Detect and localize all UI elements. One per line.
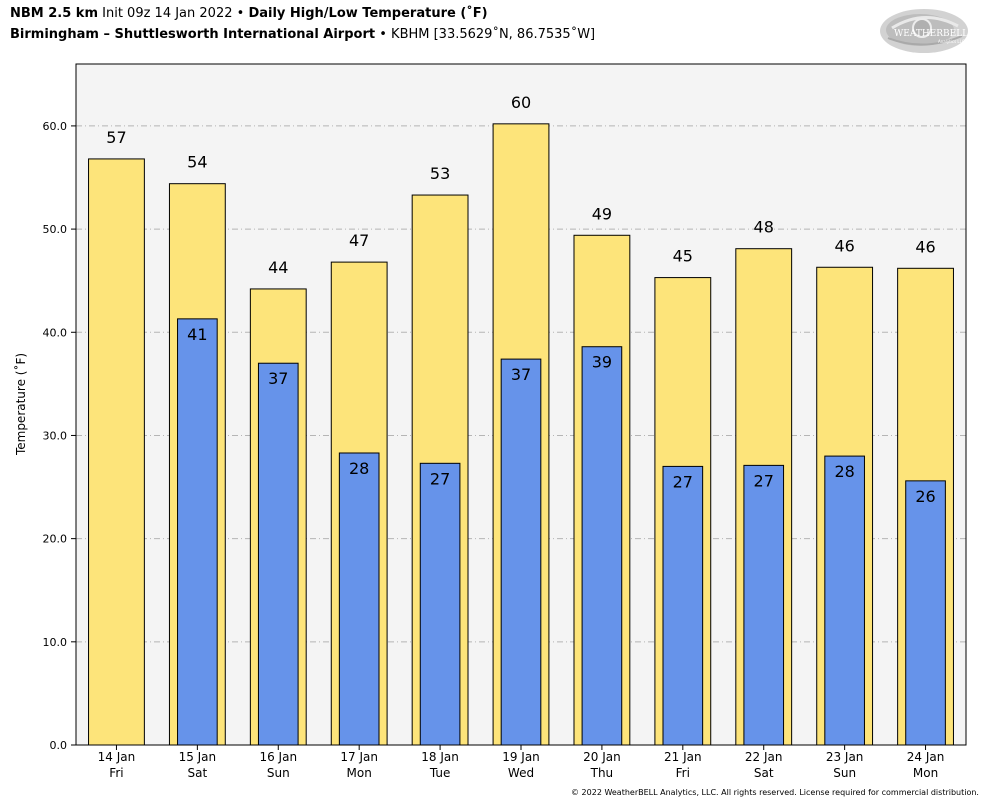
y-tick-label: 60.0: [43, 120, 68, 133]
high-temp-label: 44: [268, 258, 288, 277]
low-temp-label: 37: [511, 365, 531, 384]
data-labels: 57 54 41 44 37 47 28 53 27 60 37 49 39 45 27 48 27 46 28 46…: [106, 93, 935, 506]
x-tick-label-weekday: Sun: [833, 766, 856, 780]
x-tick-label-weekday: Thu: [590, 766, 614, 780]
y-tick-label: 10.0: [43, 636, 68, 649]
low-temp-bar: [743, 464, 785, 746]
high-temp-label: 45: [673, 247, 693, 266]
station-details: KBHM [33.5629˚N, 86.7535˚W]: [391, 27, 596, 42]
x-tick-label-weekday: Tue: [429, 766, 451, 780]
low-temp-bar: [500, 358, 542, 746]
x-tick-label-weekday: Sun: [267, 766, 290, 780]
low-temp-label: 37: [268, 369, 288, 388]
x-tick-label-date: 24 Jan: [907, 750, 945, 764]
low-temp-label: 26: [915, 487, 935, 506]
x-tick-label-date: 15 Jan: [179, 750, 217, 764]
x-tick-label-date: 17 Jan: [340, 750, 378, 764]
x-tick-label-date: 23 Jan: [826, 750, 864, 764]
bars: [88, 123, 954, 746]
svg-text:WEATHERBELL: WEATHERBELL: [894, 29, 968, 39]
high-temp-label: 47: [349, 231, 369, 250]
y-tick-label: 40.0: [43, 326, 68, 339]
low-temp-label: 39: [592, 353, 612, 372]
y-tick-label: 0.0: [50, 739, 68, 752]
x-tick-label-date: 19 Jan: [502, 750, 540, 764]
high-temp-label: 57: [106, 128, 126, 147]
chart-title-line1: NBM 2.5 km Init 09z 14 Jan 2022 • Daily …: [10, 6, 488, 21]
low-temp-label: 41: [187, 325, 207, 344]
high-temp-label: 49: [592, 204, 612, 223]
high-temp-label: 60: [511, 93, 531, 112]
high-temp-label: 54: [187, 153, 207, 172]
high-temp-label: 46: [915, 237, 935, 256]
svg-text:Analytics LLC: Analytics LLC: [938, 39, 965, 44]
low-temp-bar: [338, 452, 380, 746]
low-temp-bar: [257, 362, 299, 746]
low-temp-bar: [905, 480, 946, 746]
init-time: Init 09z 14 Jan 2022: [102, 6, 233, 21]
low-temp-bar: [581, 346, 623, 746]
station-name: Birmingham – Shuttlesworth International…: [10, 27, 376, 42]
y-axis-label: Temperature (˚F): [13, 353, 28, 456]
low-temp-label: 27: [430, 469, 450, 488]
chart-title-line2: Birmingham – Shuttlesworth International…: [10, 27, 595, 42]
x-tick-label-weekday: Mon: [347, 766, 372, 780]
x-tick-label-weekday: Sat: [188, 766, 208, 780]
high-temp-label: 46: [834, 236, 854, 255]
high-temp-label: 48: [754, 218, 774, 237]
low-temp-label: 28: [349, 459, 369, 478]
y-tick-label: 30.0: [43, 429, 68, 442]
x-tick-label-date: 18 Jan: [421, 750, 459, 764]
x-tick-label-weekday: Fri: [676, 766, 690, 780]
low-temp-label: 27: [673, 472, 693, 491]
x-tick-label-weekday: Sat: [754, 766, 774, 780]
x-tick-label-date: 20 Jan: [583, 750, 621, 764]
high-temp-bar: [88, 158, 145, 746]
x-tick-label-weekday: Wed: [508, 766, 534, 780]
y-tick-label: 50.0: [43, 223, 68, 236]
model-name: NBM 2.5 km: [10, 6, 98, 21]
low-temp-bar: [177, 318, 218, 746]
low-temp-label: 28: [834, 462, 854, 481]
weatherbell-logo: WEATHERBELL Analytics LLC: [880, 9, 968, 53]
low-temp-bar: [824, 455, 865, 746]
high-temp-label: 53: [430, 164, 450, 183]
x-tick-label-date: 21 Jan: [664, 750, 702, 764]
axes: 0.0 10.0 20.0 30.0 40.0 50.0 60.0 14 Jan Fri 15 J…: [43, 120, 945, 780]
copyright-notice: © 2022 WeatherBELL Analytics, LLC. All r…: [571, 788, 979, 797]
y-tick-label: 20.0: [43, 533, 68, 546]
low-temp-bar: [419, 462, 461, 746]
x-tick-label-weekday: Fri: [109, 766, 123, 780]
title-separator: •: [236, 6, 245, 21]
x-tick-label-date: 14 Jan: [98, 750, 136, 764]
station-separator: •: [379, 27, 387, 42]
x-tick-label-date: 16 Jan: [259, 750, 297, 764]
x-tick-label-weekday: Mon: [913, 766, 938, 780]
x-tick-label-date: 22 Jan: [745, 750, 783, 764]
chart-title: Daily High/Low Temperature (˚F): [248, 6, 488, 21]
low-temp-label: 27: [754, 471, 774, 490]
low-temp-bar: [662, 465, 704, 746]
